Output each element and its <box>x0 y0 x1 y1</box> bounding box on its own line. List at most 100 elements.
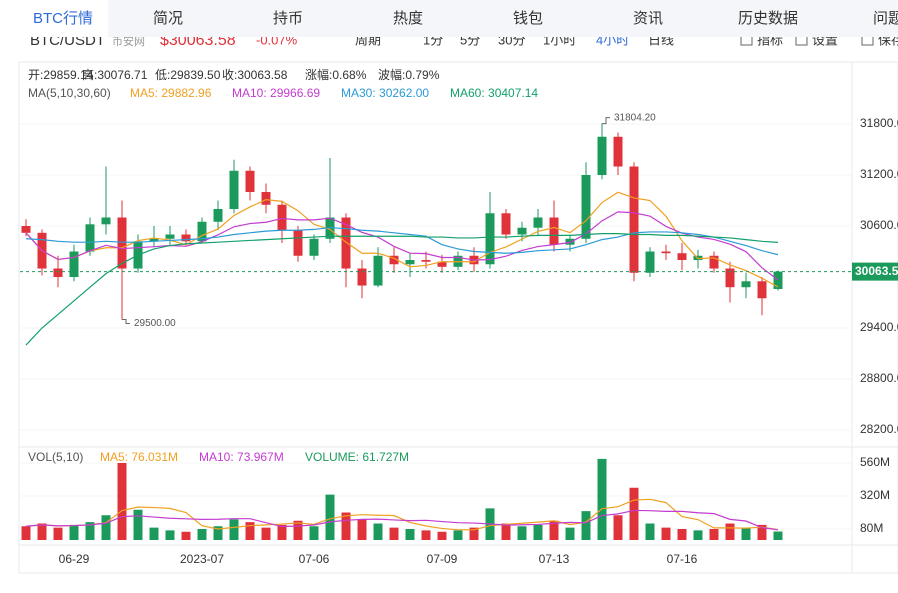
ohlc-info: 波幅:0.79% <box>378 67 440 82</box>
volume-bar <box>373 523 383 540</box>
volume-bar <box>213 526 223 540</box>
candle-body <box>533 217 543 228</box>
ohlc-info: 涨幅:0.68% <box>305 67 367 82</box>
candle-body <box>181 234 191 242</box>
ma-line <box>25 227 779 256</box>
tab[interactable]: 简况 <box>153 10 183 27</box>
candle-body <box>149 238 159 242</box>
candle-body <box>229 170 239 210</box>
tab[interactable]: 问题 <box>873 10 898 27</box>
volume-bar <box>229 519 239 540</box>
volume-bar <box>677 529 687 540</box>
ohlc-info: 收:30063.58 <box>222 68 288 82</box>
legend-entry: MA5: 76.031M <box>100 450 178 464</box>
tab[interactable]: 历史数据 <box>738 10 798 27</box>
volume-bar <box>613 515 623 540</box>
volume-bar <box>517 526 527 540</box>
ma-line <box>25 211 779 281</box>
candle-body <box>677 253 687 261</box>
x-tick-label: 2023-07 <box>180 552 224 566</box>
candle-body <box>613 136 623 167</box>
volume-bar <box>197 529 207 540</box>
x-tick-label: 07-06 <box>299 552 330 566</box>
x-tick-label: 06-29 <box>59 552 90 566</box>
chart-frame <box>18 61 898 574</box>
volume-bar <box>421 530 431 540</box>
candle-body <box>85 224 95 252</box>
volume-bar <box>101 515 111 540</box>
tab[interactable]: 热度 <box>393 10 423 27</box>
volume-bar <box>53 527 63 540</box>
volume-bar <box>645 523 655 540</box>
candle-body <box>645 251 655 273</box>
x-tick-label: 07-09 <box>427 552 458 566</box>
candle-body <box>597 136 607 176</box>
candle-body <box>245 170 255 193</box>
legend-entry: MA30: 30262.00 <box>341 86 429 100</box>
volume-bar <box>549 520 559 540</box>
volume-bar <box>389 527 399 540</box>
tab[interactable]: 钱包 <box>513 10 543 27</box>
volume-bar <box>325 494 335 540</box>
ma-line <box>25 498 779 531</box>
candle-body <box>581 175 591 239</box>
volume-bar <box>437 531 447 540</box>
volume-bar <box>149 527 159 540</box>
y-tick-label: 29400.00 <box>860 320 898 334</box>
legend-entry: MA5: 29882.96 <box>130 86 212 100</box>
tab[interactable]: 持币 <box>273 10 303 27</box>
volume-bar <box>773 531 783 540</box>
candle-body <box>517 227 527 235</box>
volume-bar <box>453 530 463 540</box>
volume-bar <box>661 527 671 540</box>
candle-body <box>725 268 735 288</box>
y-tick-label: 28200.00 <box>860 422 898 436</box>
legend-entry: MA10: 29966.69 <box>232 86 320 100</box>
ma-line <box>25 233 779 346</box>
candle-body <box>757 281 767 299</box>
volume-bar <box>245 522 255 540</box>
tab[interactable]: BTC行情 <box>33 10 93 27</box>
volume-bar <box>725 523 735 540</box>
x-tick-label: 07-13 <box>539 552 570 566</box>
candle-body <box>661 251 671 254</box>
candle-body <box>213 209 223 222</box>
volume-bar <box>181 531 191 540</box>
last-price-label: 30063.5 <box>855 264 898 278</box>
candle-body <box>117 217 127 269</box>
candle-body <box>421 260 431 262</box>
candle-body <box>373 255 383 286</box>
ohlc-info: 高:30076.71 <box>82 67 148 82</box>
volume-bar <box>69 524 79 540</box>
tab[interactable]: 资讯 <box>633 10 663 27</box>
volume-bar <box>565 527 575 540</box>
tab-active <box>0 0 108 37</box>
ma-line <box>25 509 779 531</box>
tab-bar <box>0 0 898 37</box>
volume-tick-label: 560M <box>860 455 890 469</box>
volume-bar <box>629 487 639 540</box>
candle-body <box>165 234 175 239</box>
candle-body <box>629 166 639 273</box>
volume-bar <box>357 519 367 540</box>
candle-body <box>261 192 271 205</box>
ohlc-info: 低:29839.50 <box>155 68 221 82</box>
volume-bar <box>293 520 303 540</box>
volume-bar <box>21 526 31 540</box>
candle-body <box>709 255 719 269</box>
candle-body <box>549 217 559 245</box>
y-tick-label: 28800.00 <box>860 371 898 385</box>
volume-bar <box>165 530 175 540</box>
candle-body <box>437 261 447 267</box>
annotation-pointer <box>602 117 610 125</box>
volume-bar <box>277 524 287 540</box>
volume-tick-label: 80M <box>860 521 883 535</box>
volume-bar <box>709 529 719 540</box>
candle-body <box>357 268 367 286</box>
volume-bar <box>741 527 751 540</box>
volume-title: VOL(5,10) <box>28 450 83 464</box>
volume-bar <box>693 530 703 540</box>
low-annotation: 29500.00 <box>134 318 176 329</box>
candle-body <box>773 271 783 289</box>
